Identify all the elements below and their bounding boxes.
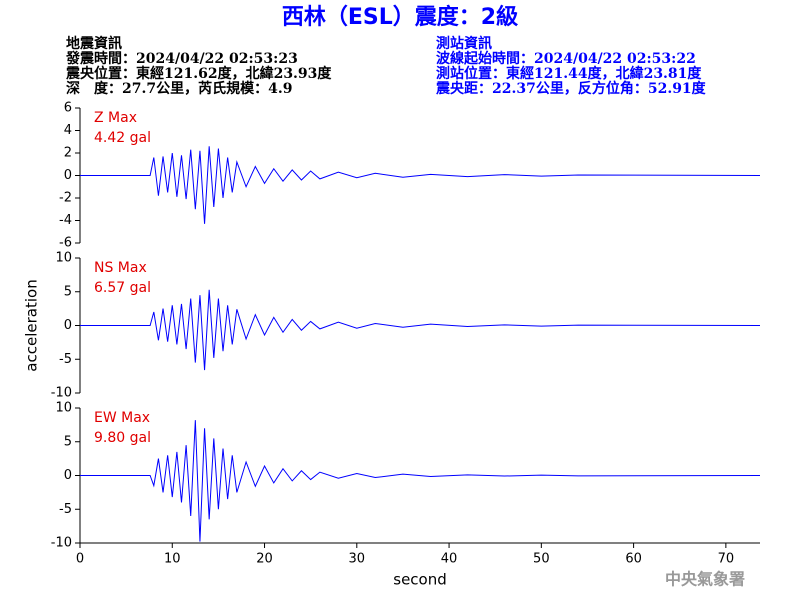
y-tick-label: 2 — [64, 146, 72, 161]
max-label: 4.42 gal — [94, 130, 151, 146]
chart-title: 西林（ESL）震度：2級 — [282, 4, 518, 30]
y-tick-label: 10 — [55, 251, 72, 266]
y-tick-label: -4 — [59, 213, 72, 228]
y-tick-label: 5 — [64, 434, 72, 449]
y-tick-label: 6 — [64, 101, 72, 116]
y-tick-label: 0 — [64, 468, 72, 483]
info-left: 深 度：27.7公里，芮氏規模：4.9 — [66, 80, 292, 97]
component-label: Z Max — [94, 110, 137, 126]
y-tick-label: -10 — [51, 386, 72, 401]
info-right: 測站資訊 — [436, 35, 492, 52]
trace — [80, 289, 761, 371]
x-tick-label: 30 — [349, 552, 366, 567]
x-tick-label: 70 — [718, 552, 735, 567]
info-right: 測站位置：東經121.44度，北緯23.81度 — [436, 65, 702, 82]
x-tick-label: 20 — [256, 552, 273, 567]
y-tick-label: 4 — [64, 123, 72, 138]
info-right: 波線起始時間：2024/04/22 02:53:22 — [436, 50, 696, 67]
trace — [80, 146, 761, 224]
y-tick-label: 10 — [55, 401, 72, 416]
component-label: NS Max — [94, 260, 147, 276]
max-label: 6.57 gal — [94, 280, 151, 296]
y-axis-label: acceleration — [23, 279, 41, 371]
x-tick-label: 40 — [441, 552, 458, 567]
y-tick-label: -2 — [59, 191, 72, 206]
trace — [80, 420, 761, 542]
x-tick-label: 0 — [76, 552, 84, 567]
component-label: EW Max — [94, 410, 150, 426]
y-tick-label: 0 — [64, 168, 72, 183]
info-left: 震央位置：東經121.62度，北緯23.93度 — [65, 65, 332, 82]
x-tick-label: 50 — [533, 552, 550, 567]
y-tick-label: 5 — [64, 284, 72, 299]
agency: 中央氣象署 — [665, 570, 745, 589]
info-left: 發震時間：2024/04/22 02:53:23 — [65, 50, 298, 67]
x-tick-label: 10 — [164, 552, 181, 567]
x-tick-label: 60 — [625, 552, 642, 567]
y-tick-label: 0 — [64, 318, 72, 333]
info-right: 震央距：22.37公里，反方位角：52.91度 — [435, 80, 707, 97]
y-tick-label: -6 — [59, 236, 72, 251]
y-tick-label: -5 — [59, 502, 72, 517]
y-tick-label: -10 — [51, 536, 72, 551]
info-left: 地震資訊 — [66, 35, 122, 52]
x-axis-label: second — [393, 571, 447, 589]
y-tick-label: -5 — [59, 352, 72, 367]
max-label: 9.80 gal — [94, 430, 151, 446]
